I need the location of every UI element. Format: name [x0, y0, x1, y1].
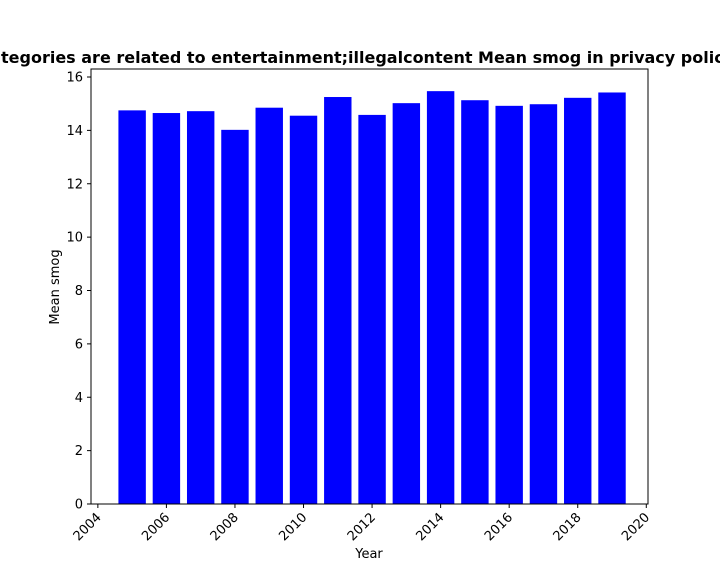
bar-2013: [392, 103, 421, 504]
y-tick-label: 6: [75, 337, 83, 352]
x-axis-label: Year: [354, 547, 383, 562]
bar-2014: [426, 91, 455, 505]
y-tick-label: 4: [75, 391, 83, 406]
bar-2016: [495, 105, 523, 504]
y-tick-label: 12: [66, 177, 83, 192]
bar-2007: [186, 111, 215, 505]
bar-2005: [118, 110, 146, 505]
x-tick-label: 2008: [208, 510, 242, 544]
plot-frame: [90, 68, 649, 505]
x-ticks-group: 2004 2006 2008 2010 2012 2014 2016 2018 2020: [71, 504, 653, 544]
x-tick-label: 2012: [345, 510, 379, 544]
y-tick-label: 16: [66, 71, 83, 86]
bar-2012: [358, 114, 386, 505]
y-tick-label: 0: [75, 498, 83, 513]
bar-2019: [598, 92, 626, 504]
x-tick-label: 2016: [482, 510, 516, 544]
y-tick-label: 8: [75, 284, 83, 299]
bar-2011: [324, 97, 352, 505]
bar-2006: [152, 113, 181, 504]
bar-2015: [461, 100, 489, 504]
bar-2009: [255, 107, 283, 504]
bar-2010: [289, 115, 318, 504]
bar-2018: [564, 97, 592, 504]
x-tick-label: 2018: [551, 510, 585, 544]
y-tick-label: 2: [75, 444, 83, 459]
y-axis-label: Mean smog: [48, 249, 63, 324]
bar-2017: [529, 104, 558, 504]
y-tick-label: 14: [66, 124, 83, 139]
x-tick-label: 2006: [139, 510, 173, 544]
bars-group: [118, 91, 626, 505]
x-tick-label: 2010: [276, 510, 310, 544]
y-ticks-group: 0 2 4 6 8 10 12 14 16: [66, 71, 91, 513]
x-tick-label: 2004: [71, 510, 105, 544]
x-tick-label: 2014: [413, 510, 447, 544]
chart-title: Categories are related to entertainment;…: [0, 48, 720, 67]
y-tick-label: 10: [66, 231, 83, 246]
bar-2008: [221, 129, 249, 504]
x-tick-label: 2020: [619, 510, 653, 544]
